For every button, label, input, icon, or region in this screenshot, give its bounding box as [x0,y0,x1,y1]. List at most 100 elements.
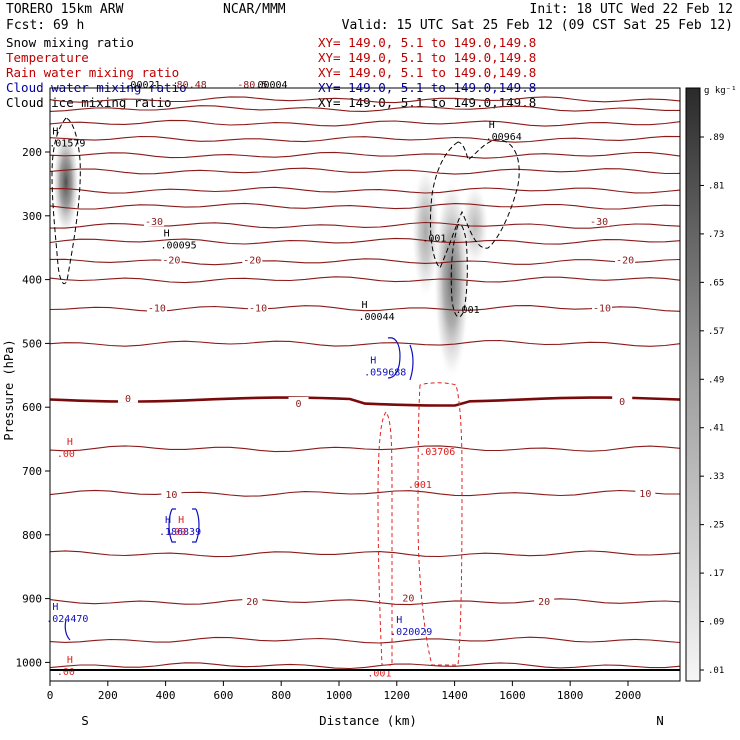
isotherm-label: -10 [249,303,267,314]
colorbar-tick-label: .49 [708,375,724,385]
colorbar-tick-label: .01 [708,666,724,676]
isotherm-line [50,96,680,104]
legend-xy-rain: XY= 149.0, 5.1 to 149.0,149.8 [318,65,536,80]
isotherm-line [50,339,680,347]
isotherm-label: -10 [148,303,166,314]
isotherm-label: 20 [402,594,414,605]
rain-contour-label: .00 [57,667,75,678]
isotherm-line [50,186,680,194]
isotherm-line [50,151,680,159]
isotherm-label: -30 [145,217,163,228]
x-tick-label: 1600 [499,689,526,702]
isotherm-line [50,105,680,112]
snow-max-marker: H [489,120,495,131]
legend-label-temperature: Temperature [6,50,89,65]
y-tick-label: 800 [22,529,42,542]
isotherm-label: 0 [296,399,302,410]
snow-max-value: .00095 [161,240,197,251]
cloud-water-max-value: .020029 [390,627,432,638]
isotherm-line [50,135,680,143]
snow-shading-region [460,183,489,267]
isotherm-label-bg [161,253,182,265]
ice-contour-label: .001 [456,305,480,316]
isotherm-line [50,202,680,210]
isotherm-label: -10 [593,303,611,314]
rain-max-marker: H [67,437,73,448]
valid-time: Valid: 15 UTC Sat 25 Feb 12 (09 CST Sat … [342,18,733,33]
cloud-water-max-marker: H [396,615,402,626]
isotherm-label-bg [635,486,656,498]
cloud-water-max-marker: H [370,355,376,366]
cloud-water-max-value: .059688 [364,367,406,378]
cloud-water-contour-left-a [168,508,176,543]
cloud-water-max-value: .024470 [46,614,88,625]
colorbar-tick-label: .65 [708,278,724,288]
y-tick-label: 900 [22,593,42,606]
colorbar-tick-label: .25 [708,521,724,531]
snow-shading-layer [52,129,489,382]
rain-contour-label: .00 [168,527,186,538]
x-tick-label: 1400 [441,689,468,702]
forecast-hour: Fcst: 69 h [6,18,84,33]
isotherm-label-bg [288,397,309,409]
colorbar-tick-label: .81 [708,181,724,191]
colorbar-ticks: .89 .81 .73 .65 .57 .49 .41 .33 .25 .17 .09 .01 [700,133,724,676]
isotherm-label-bg [242,253,263,265]
isotherm-label: 10 [639,489,651,500]
x-axis-end-south: S [81,713,89,728]
isotherm-label-bg [146,301,167,313]
x-axis: 0 200 400 600 800 1000 1200 1400 1600 1800 2000 [47,681,641,702]
snow-max-value: .00964 [486,132,522,143]
isotherm-line [50,489,680,497]
x-tick-label: 1000 [326,689,353,702]
cloud-water-max-value: .186839 [159,527,201,538]
y-tick-label: 400 [22,274,42,287]
x-axis-label: Distance (km) [319,713,417,728]
plot-area: -30 -30 -20 -20 -20 -10 -10 -10 0 0 0 10 10 20 20 20 .00… [46,80,681,682]
isotherm-line [50,167,680,175]
colorbar: g kg⁻¹ .89 .81 .73 .65 .57 .49 .41 .33 .25 .17 .09… [685,86,737,682]
legend-xy-cloud-ice: XY= 149.0, 5.1 to 149.0,149.8 [318,95,536,110]
cloud-water-contour-mid [387,337,401,379]
legend-label-snow: Snow mixing ratio [6,35,134,50]
y-tick-label: 600 [22,401,42,414]
x-tick-label: 200 [98,689,118,702]
isotherm-label: 20 [538,597,550,608]
isotherm-label-bg [534,594,555,606]
init-time: Init: 18 UTC Wed 22 Feb 12 [530,2,734,17]
rain-contour-label: .00 [57,449,75,460]
y-tick-label: 200 [22,146,42,159]
rain-contour-east [417,382,463,666]
colorbar-tick-label: .73 [708,230,724,240]
hydrometeor-contour-layer [51,117,520,666]
isotherm-line [50,662,680,670]
isotherm-label-bg [398,591,419,603]
snow-max-marker: H [362,300,368,311]
rain-contour-label: .03706 [419,447,455,458]
legend-label-cloud-ice: Cloud ice mixing ratio [6,95,172,110]
header: TORERO 15km ARW NCAR/MMM Init: 18 UTC We… [6,2,733,33]
isotherm-line [50,119,680,127]
rain-contour-label: .001 [367,668,391,679]
x-tick-label: 400 [156,689,176,702]
colorbar-ramp [685,87,701,682]
isotherm-line [50,276,680,284]
legend-label-rain: Rain water mixing ratio [6,65,179,80]
isotherm-line [50,598,680,606]
isotherm-line [50,636,680,644]
y-tick-label: 1000 [16,656,43,669]
isotherm-label: 0 [619,397,625,408]
snow-max-value: .00044 [358,312,394,323]
y-tick-label: 300 [22,210,42,223]
snow-max-marker: H [164,228,170,239]
legend-xy-snow: XY= 149.0, 5.1 to 149.0,149.8 [318,35,536,50]
top-edge-label: -80.48 [171,80,207,91]
isotherm-label: -30 [590,217,608,228]
contour-label-layer: -30 -30 -20 -20 -20 -10 -10 -10 0 0 0 10 10 20 20 20 .00… [46,80,656,679]
isotherm-line [50,550,680,558]
isotherm-line [50,445,680,453]
rain-max-marker: H [67,655,73,666]
legend-xy-temperature: XY= 149.0, 5.1 to 149.0,149.8 [318,50,536,65]
x-tick-label: 600 [213,689,233,702]
